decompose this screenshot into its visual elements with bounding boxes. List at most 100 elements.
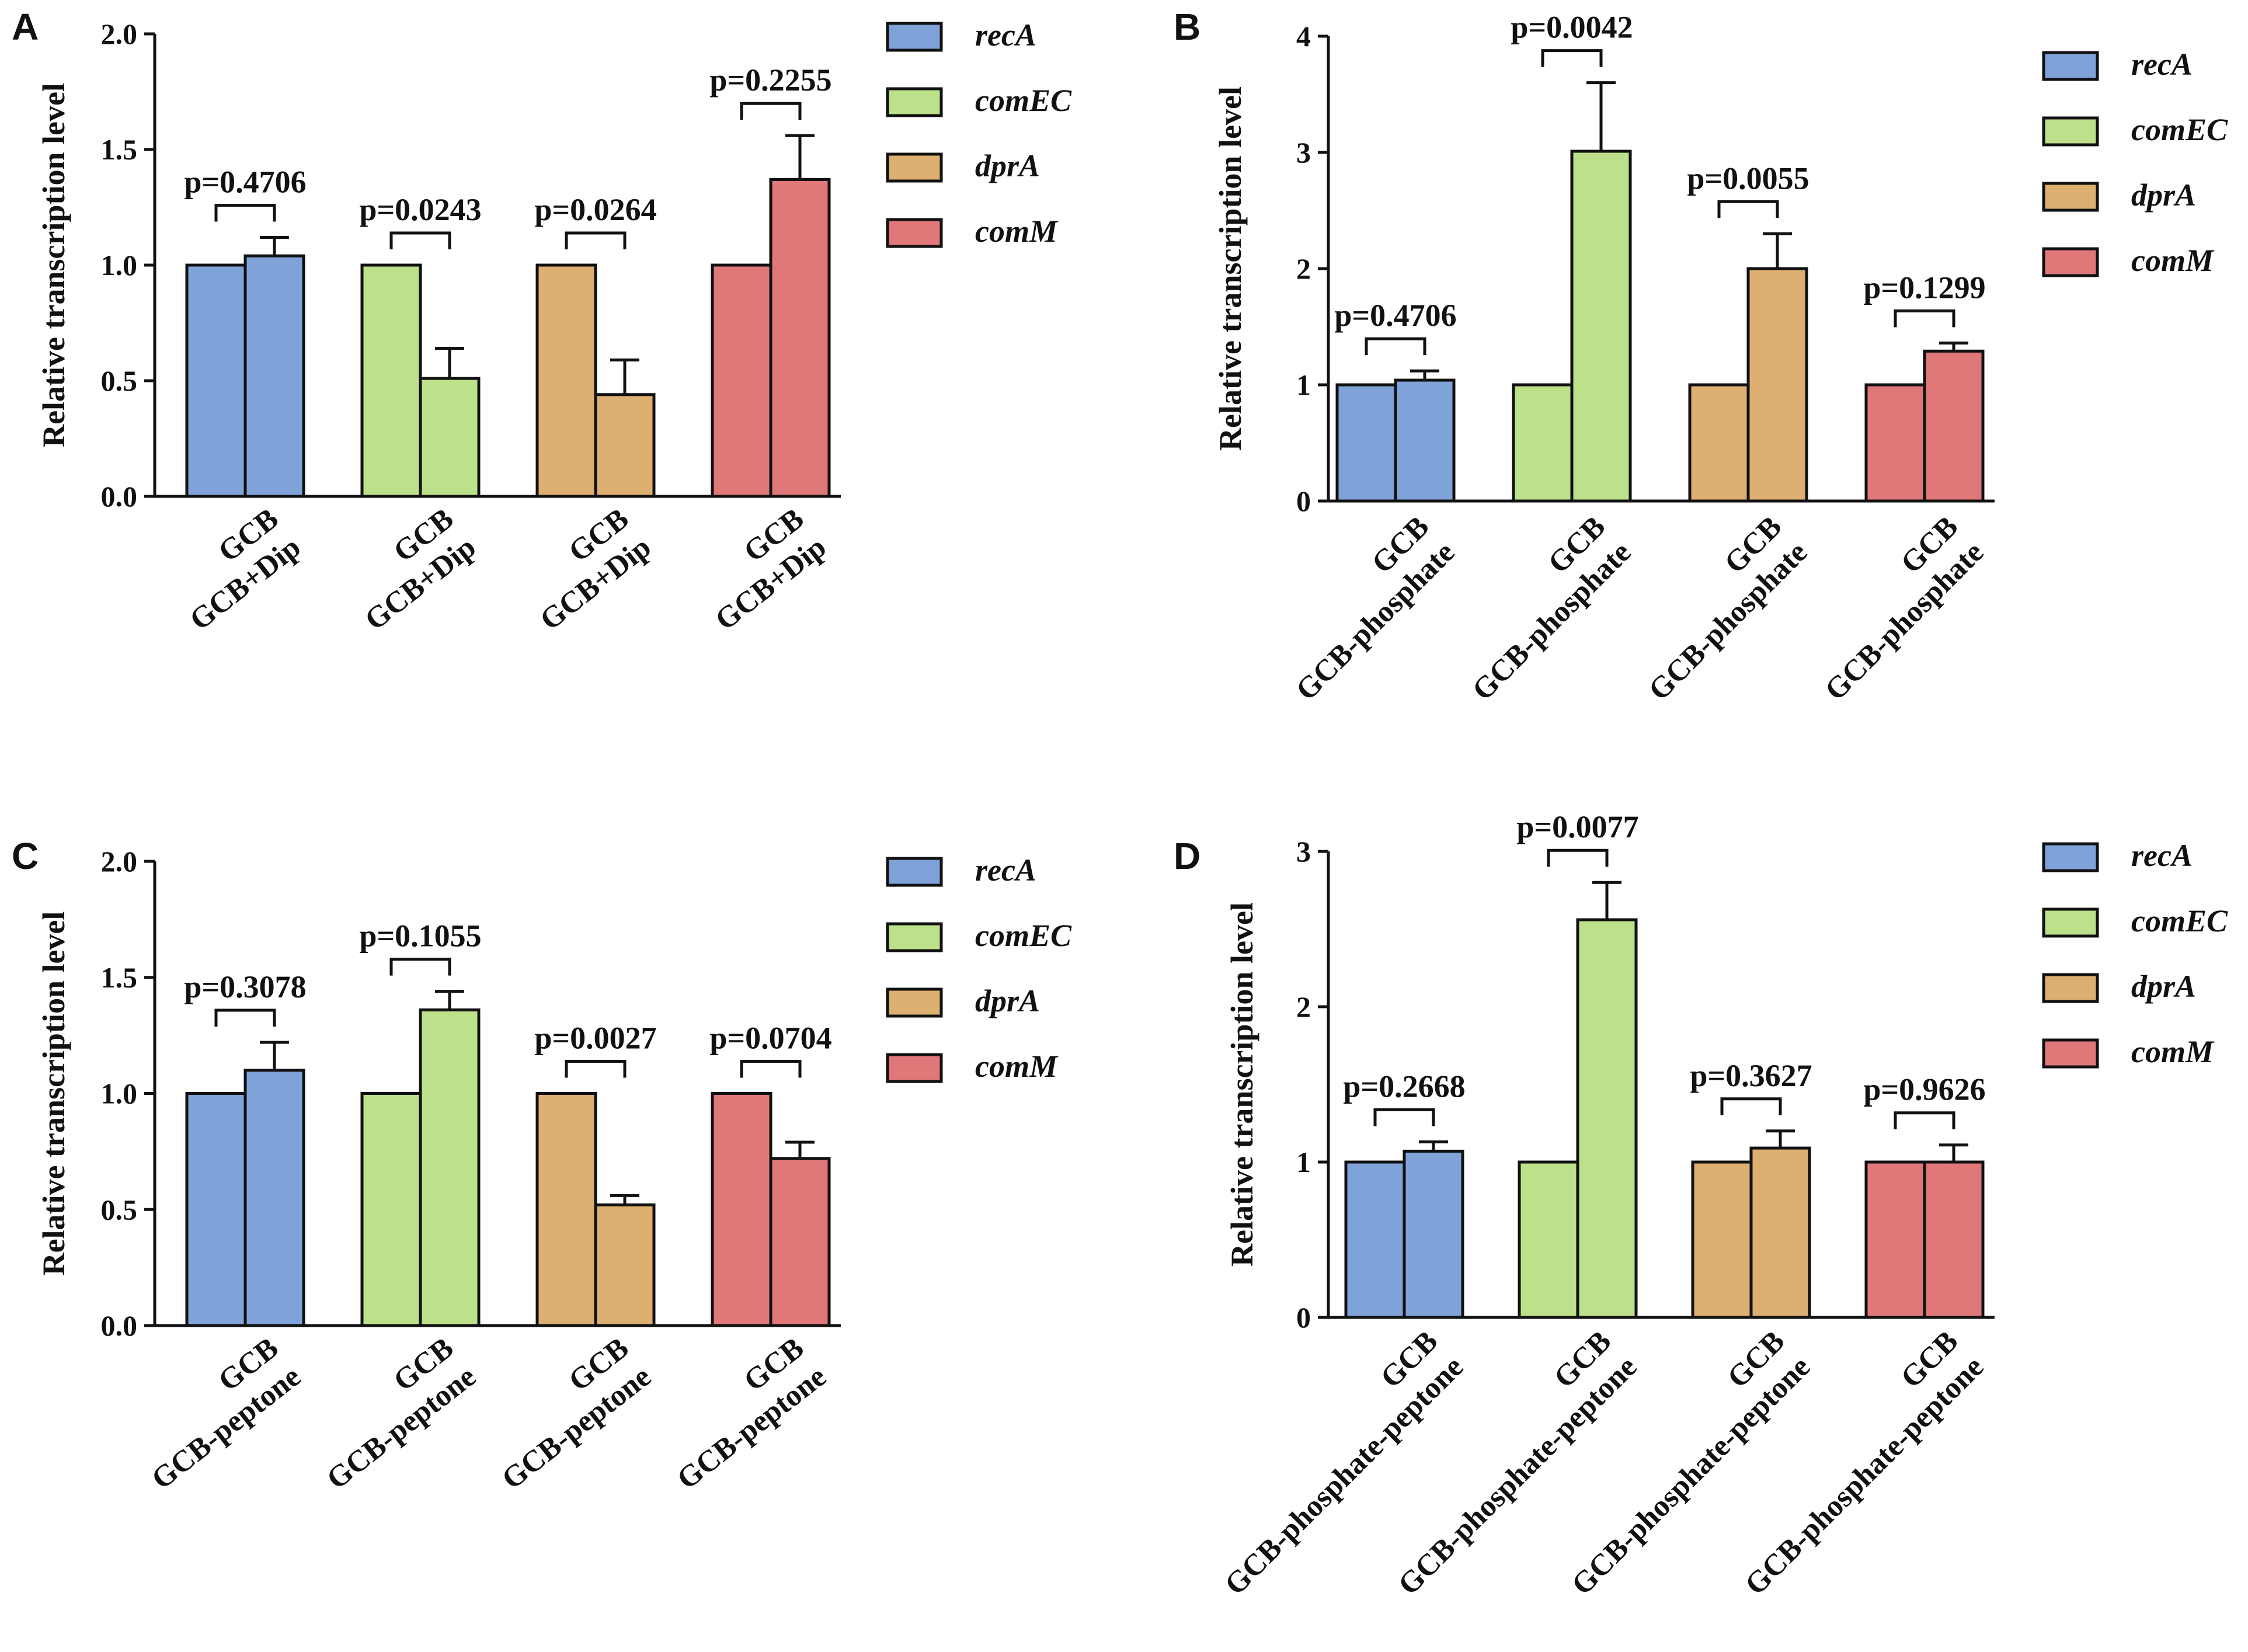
bar	[419, 377, 481, 498]
bar	[1570, 149, 1632, 503]
legend-label-comEC: comEC	[2131, 112, 2228, 147]
bar	[1403, 1149, 1464, 1319]
legend-swatch-comM	[2042, 1038, 2099, 1069]
x-tick-label: GCBGCB-phosphate	[1617, 510, 1814, 707]
bar-group-recA: p=0.3078 GCBGCB-peptone	[123, 969, 307, 1496]
p-value-label: p=0.3627	[1690, 1058, 1812, 1093]
y-tick-label: 2.0	[101, 845, 138, 878]
significance-bracket	[1541, 49, 1603, 67]
legend-swatch-comM	[2042, 247, 2099, 277]
bar	[1512, 383, 1574, 503]
significance-bracket	[389, 958, 451, 976]
x-tick-label: GCBGCB-peptone	[298, 1331, 482, 1496]
significance-bracket	[1373, 1108, 1435, 1126]
y-axis-title: Relative transcription level	[1213, 86, 1248, 451]
bar	[535, 263, 597, 498]
legend-label-dprA: dprA	[2131, 178, 2196, 213]
bar-group-comEC: p=0.1055 GCBGCB-peptone	[298, 919, 482, 1496]
x-tick-label: GCBGCB-peptone	[123, 1331, 307, 1496]
bar	[1518, 1160, 1579, 1319]
p-value-label: p=0.0055	[1687, 161, 1809, 196]
p-value-label: p=0.0042	[1511, 10, 1633, 45]
significance-bracket	[214, 203, 276, 222]
bar	[1864, 383, 1926, 503]
bar-group-comM: p=0.2255 GCBGCB+Dip	[687, 62, 833, 637]
legend-swatch-dprA	[886, 152, 943, 183]
y-tick-label: 0.0	[101, 1309, 138, 1342]
bar-group-recA: p=0.4706 GCBGCB+Dip	[161, 164, 307, 637]
legend-swatch-dprA	[2042, 182, 2099, 212]
legend-label-comM: comM	[975, 214, 1059, 249]
legend: recA comEC dprA comM	[886, 18, 1072, 249]
bar	[1688, 383, 1750, 503]
x-tick-label: GCBGCB-peptone	[474, 1331, 657, 1496]
y-tick-label: 2	[1296, 252, 1311, 285]
y-tick-label: 0.5	[101, 1193, 138, 1226]
legend-label-recA: recA	[975, 853, 1036, 888]
legend-swatch-comM	[886, 1053, 943, 1083]
y-tick-label: 3	[1296, 835, 1311, 868]
significance-bracket	[214, 1008, 276, 1027]
p-value-label: p=0.1055	[359, 919, 481, 954]
significance-bracket	[389, 231, 451, 249]
p-value-label: p=0.0077	[1516, 809, 1638, 844]
x-tick-label: GCBGCB+Dip	[161, 502, 307, 637]
y-axis-title: Relative transcription level	[1224, 902, 1259, 1267]
x-tick-label: GCBGCB+Dip	[511, 502, 657, 637]
significance-bracket	[1717, 200, 1779, 218]
p-value-label: p=0.0243	[359, 192, 481, 227]
y-tick-label: 1.0	[101, 1077, 138, 1110]
y-tick-label: 4	[1296, 20, 1311, 53]
y-tick-label: 0.0	[101, 480, 138, 513]
bar-group-comEC: p=0.0042 GCBGCB-phosphate	[1440, 10, 1638, 707]
panel-c: C 0.0 0.5 1.0 1.5 2.0 Relative transcription l…	[12, 835, 1072, 1496]
x-tick-label: GCBGCB-phosphate	[1440, 510, 1638, 707]
significance-bracket	[740, 1060, 802, 1078]
bar	[1923, 1160, 1985, 1319]
bar	[185, 1092, 247, 1327]
bar	[1691, 1160, 1753, 1319]
legend-label-dprA: dprA	[975, 148, 1040, 183]
p-value-label: p=0.3078	[184, 969, 306, 1004]
x-tick-label: GCBGCB-phosphate	[1793, 510, 1991, 707]
y-tick-label: 0.5	[101, 364, 138, 397]
bar	[594, 393, 656, 498]
y-axis-title: Relative transcription level	[36, 83, 71, 447]
legend: recA comEC dprA comM	[886, 853, 1072, 1084]
x-tick-label: GCBGCB-phosphate	[1264, 510, 1461, 707]
panel-letter: B	[1174, 6, 1200, 48]
bar-group-dprA: p=0.0264 GCBGCB+Dip	[511, 192, 657, 637]
bar	[419, 1008, 481, 1327]
p-value-label: p=0.0027	[534, 1021, 656, 1056]
panel-letter: D	[1174, 835, 1200, 877]
bar	[1344, 1160, 1406, 1319]
panel-a: A 0.0 0.5 1.0 1.5 2.0 Relative transcription l…	[12, 6, 1072, 637]
y-tick-label: 1	[1296, 368, 1311, 401]
bar	[1749, 1146, 1811, 1319]
significance-bracket	[1894, 1111, 1955, 1129]
x-tick-label: GCBGCB+Dip	[336, 502, 482, 637]
legend-swatch-comEC	[886, 922, 943, 952]
panel-b: B 0 1 2 3 4 Relative transcription level p=0.47…	[1174, 6, 2228, 707]
legend-label-recA: recA	[2131, 838, 2193, 873]
bar	[243, 254, 305, 498]
legend-swatch-comEC	[2042, 907, 2099, 938]
p-value-label: p=0.0704	[709, 1021, 831, 1056]
bar-group-comEC: p=0.0243 GCBGCB+Dip	[336, 192, 482, 637]
p-value-label: p=0.0264	[534, 192, 656, 227]
bar	[1394, 378, 1456, 503]
x-tick-label: GCBGCB+Dip	[687, 502, 832, 637]
legend-swatch-dprA	[886, 987, 943, 1018]
y-tick-label: 2.0	[101, 18, 138, 50]
p-value-label: p=0.2255	[709, 62, 831, 98]
bar-group-comM: p=0.1299 GCBGCB-phosphate	[1793, 270, 1991, 707]
legend-label-recA: recA	[975, 18, 1036, 53]
significance-bracket	[1894, 309, 1955, 328]
y-tick-label: 1.5	[101, 133, 138, 166]
p-value-label: p=0.4706	[184, 164, 306, 199]
bar	[769, 178, 831, 498]
legend-swatch-recA	[886, 22, 943, 52]
bar	[1746, 267, 1808, 503]
y-tick-label: 1.5	[101, 961, 138, 994]
legend-swatch-comEC	[2042, 116, 2099, 147]
